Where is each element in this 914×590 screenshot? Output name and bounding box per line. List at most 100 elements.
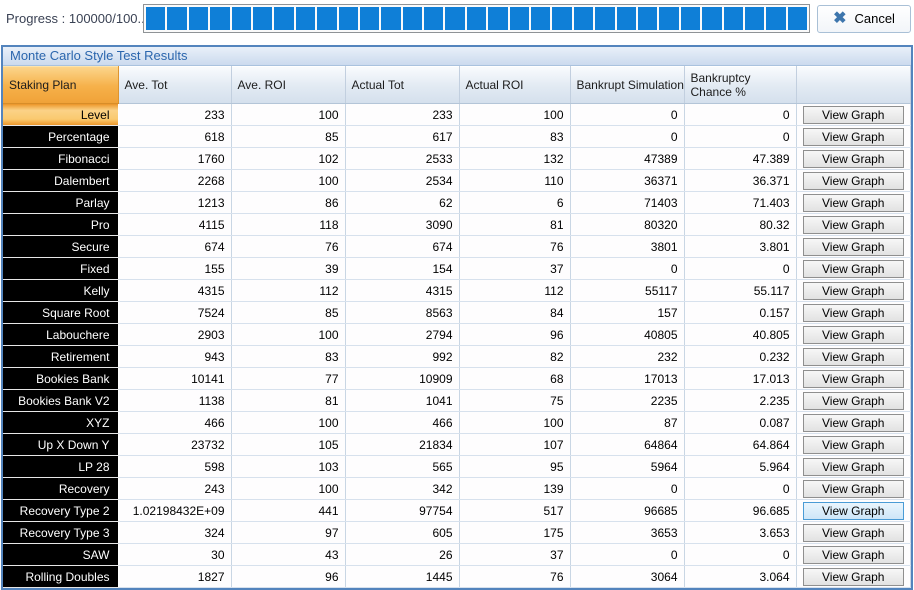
value-cell: 2534 <box>345 169 460 192</box>
value-cell: 84 <box>459 301 571 324</box>
progress-segment <box>252 7 273 30</box>
plan-cell[interactable]: Rolling Doubles <box>3 565 119 588</box>
plan-cell[interactable]: XYZ <box>3 411 119 434</box>
value-cell: 100 <box>459 411 571 434</box>
plan-cell[interactable]: Up X Down Y <box>3 433 119 456</box>
view-graph-cell: View Graph <box>796 257 911 280</box>
value-cell: 2268 <box>118 169 232 192</box>
plan-cell[interactable]: Parlay <box>3 191 119 214</box>
view-graph-cell: View Graph <box>796 433 911 456</box>
value-cell: 80.32 <box>684 213 797 236</box>
value-cell: 3090 <box>345 213 460 236</box>
value-cell: 100 <box>231 169 346 192</box>
progress-segment <box>744 7 765 30</box>
value-cell: 39 <box>231 257 346 280</box>
plan-cell[interactable]: Dalembert <box>3 169 119 192</box>
progress-segment <box>659 7 679 30</box>
plan-cell[interactable]: Recovery Type 3 <box>3 521 119 544</box>
plan-cell[interactable]: Fixed <box>3 257 119 280</box>
value-cell: 943 <box>118 345 232 368</box>
progress-bar <box>143 4 810 33</box>
value-cell: 55.117 <box>684 279 797 302</box>
view-graph-button[interactable]: View Graph <box>802 193 904 212</box>
progress-segment <box>274 7 294 30</box>
plan-cell[interactable]: Kelly <box>3 279 119 302</box>
plan-cell[interactable]: Percentage <box>3 125 119 148</box>
progress-segment <box>723 7 743 30</box>
view-graph-button[interactable]: View Graph <box>802 501 904 520</box>
view-graph-button[interactable]: View Graph <box>802 457 904 476</box>
plan-cell[interactable]: Level <box>3 103 119 126</box>
plan-cell[interactable]: Recovery <box>3 477 119 500</box>
value-cell: 36371 <box>570 169 685 192</box>
table-row: Labouchere 2903 100 2794 96 40805 40.805 View G… <box>3 323 911 346</box>
view-graph-button[interactable]: View Graph <box>802 259 904 278</box>
view-graph-button[interactable]: View Graph <box>802 105 904 124</box>
value-cell: 100 <box>231 411 346 434</box>
view-graph-button[interactable]: View Graph <box>802 435 904 454</box>
view-graph-button[interactable]: View Graph <box>802 545 904 564</box>
view-graph-button[interactable]: View Graph <box>802 347 904 366</box>
value-cell: 3064 <box>570 565 685 588</box>
progress-segment <box>573 7 594 30</box>
view-graph-button[interactable]: View Graph <box>802 303 904 322</box>
view-graph-button[interactable]: View Graph <box>802 281 904 300</box>
value-cell: 118 <box>231 213 346 236</box>
value-cell: 100 <box>231 323 346 346</box>
progress-segment <box>338 7 358 30</box>
view-graph-button[interactable]: View Graph <box>802 215 904 234</box>
view-graph-cell: View Graph <box>796 323 911 346</box>
view-graph-button[interactable]: View Graph <box>802 523 904 542</box>
plan-cell[interactable]: Fibonacci <box>3 147 119 170</box>
plan-cell[interactable]: Recovery Type 2 <box>3 499 119 522</box>
value-cell: 37 <box>459 257 571 280</box>
plan-cell[interactable]: Bookies Bank <box>3 367 119 390</box>
table-row: Kelly 4315 112 4315 112 55117 55.117 View Graph <box>3 279 911 302</box>
plan-cell[interactable]: Labouchere <box>3 323 119 346</box>
progress-segment <box>359 7 380 30</box>
view-graph-button[interactable]: View Graph <box>802 391 904 410</box>
view-graph-button[interactable]: View Graph <box>802 479 904 498</box>
table-row: Fixed 155 39 154 37 0 0 View Graph <box>3 257 911 280</box>
view-graph-button[interactable]: View Graph <box>802 413 904 432</box>
plan-cell[interactable]: Bookies Bank V2 <box>3 389 119 412</box>
plan-cell[interactable]: SAW <box>3 543 119 566</box>
value-cell: 441 <box>231 499 346 522</box>
plan-cell[interactable]: Retirement <box>3 345 119 368</box>
value-cell: 43 <box>231 543 346 566</box>
progress-segment <box>210 7 230 30</box>
col-header: Ave. ROI <box>231 66 346 104</box>
view-graph-button[interactable]: View Graph <box>802 127 904 146</box>
plan-cell[interactable]: LP 28 <box>3 455 119 478</box>
value-cell: 6 <box>459 191 571 214</box>
value-cell: 992 <box>345 345 460 368</box>
progress-segment <box>595 7 615 30</box>
view-graph-button[interactable]: View Graph <box>802 171 904 190</box>
progress-segment <box>445 7 465 30</box>
value-cell: 618 <box>118 125 232 148</box>
plan-cell[interactable]: Square Root <box>3 301 119 324</box>
view-graph-button[interactable]: View Graph <box>802 369 904 388</box>
value-cell: 1760 <box>118 147 232 170</box>
value-cell: 4315 <box>118 279 232 302</box>
value-cell: 517 <box>459 499 571 522</box>
plan-cell[interactable]: Pro <box>3 213 119 236</box>
cancel-button[interactable]: ✖ Cancel <box>817 4 911 33</box>
value-cell: 75 <box>459 389 571 412</box>
col-header-staking-plan: Staking Plan <box>3 66 119 104</box>
value-cell: 233 <box>345 103 460 126</box>
table-row: Level 233 100 233 100 0 0 View Graph <box>3 103 911 126</box>
value-cell: 674 <box>345 235 460 258</box>
view-graph-button[interactable]: View Graph <box>802 325 904 344</box>
table-row: SAW 30 43 26 37 0 0 View Graph <box>3 543 911 566</box>
progress-label: Progress : 100000/100... <box>6 11 149 26</box>
view-graph-button[interactable]: View Graph <box>802 149 904 168</box>
plan-cell[interactable]: Secure <box>3 235 119 258</box>
table-row: Secure 674 76 674 76 3801 3.801 View Graph <box>3 235 911 258</box>
progress-toolbar: Progress : 100000/100... ✖ Cancel <box>0 0 914 34</box>
view-graph-cell: View Graph <box>796 103 911 126</box>
progress-segment <box>466 7 487 30</box>
value-cell: 5964 <box>570 455 685 478</box>
value-cell: 97754 <box>345 499 460 522</box>
view-graph-button[interactable]: View Graph <box>802 237 904 256</box>
